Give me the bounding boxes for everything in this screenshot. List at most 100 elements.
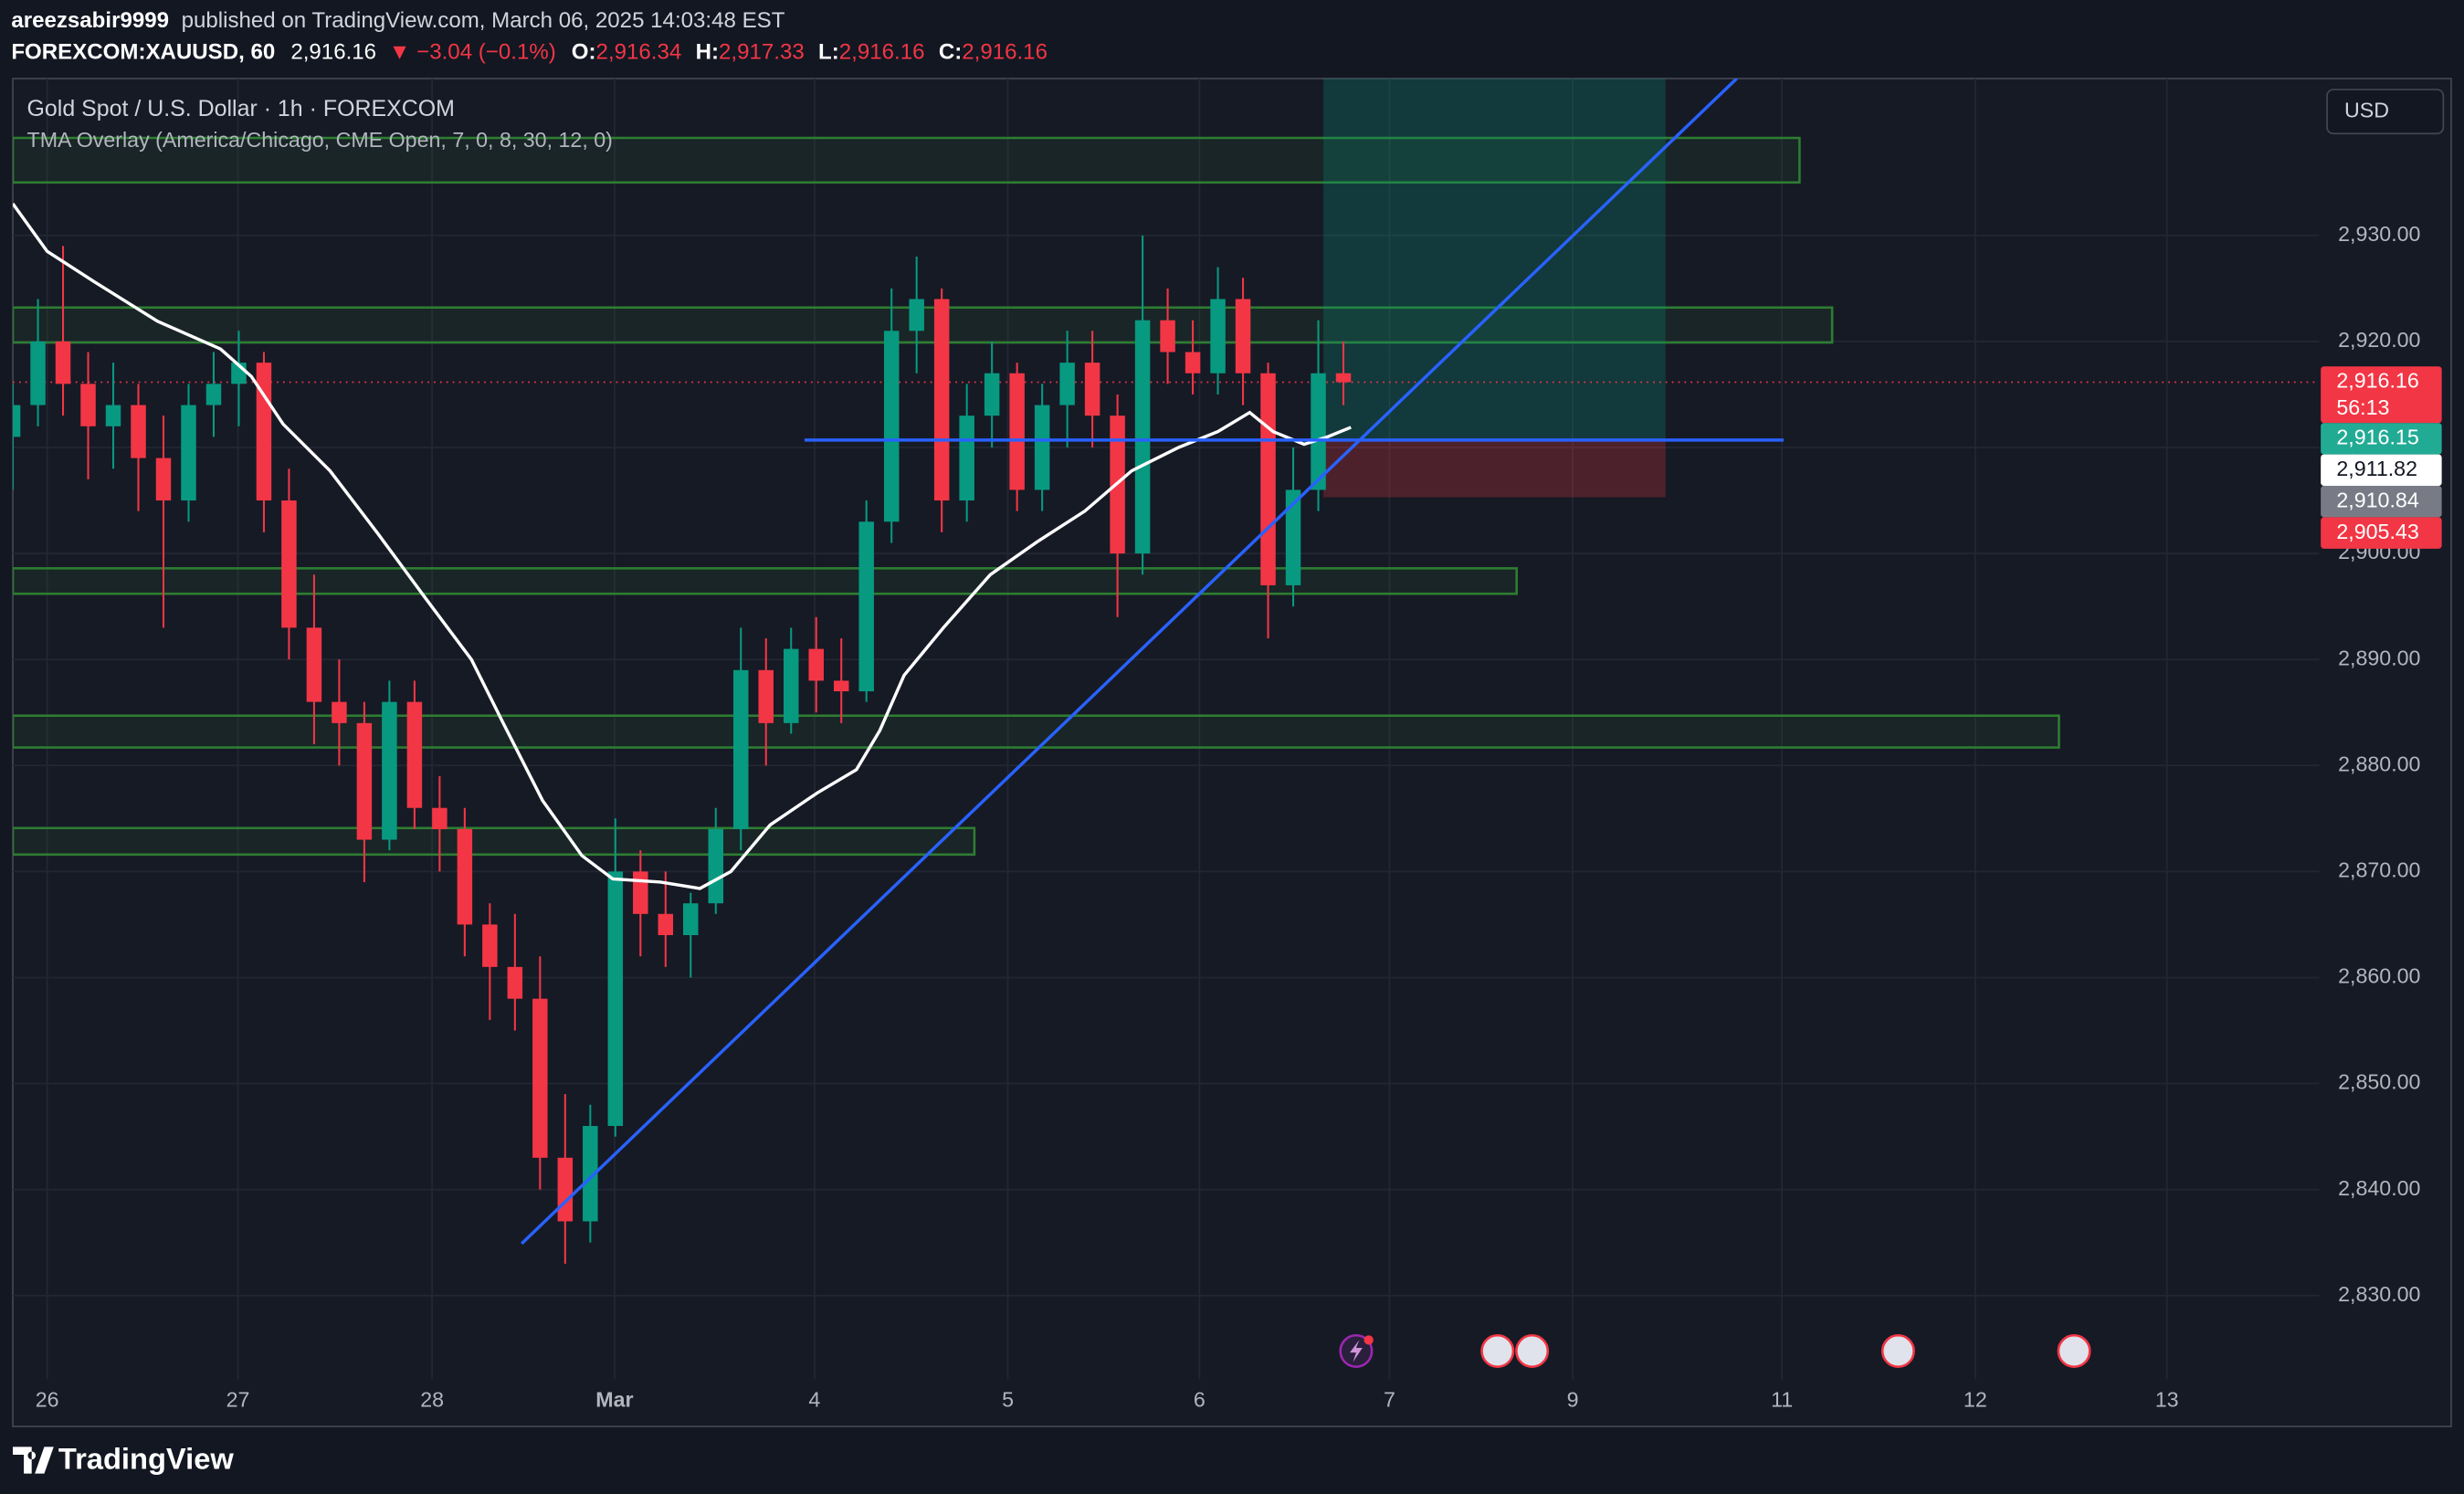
candle-body [55,341,71,384]
countdown: 56:13 [2336,395,2389,419]
candle-body [1009,373,1025,490]
candle-body [382,701,397,840]
axes: 2,830.00 2,840.00 2,850.00 2,860.00 2,870.00… [36,222,2442,1412]
candle-body [332,701,347,723]
x-tick-label: Mar [595,1388,633,1412]
candle-body [105,405,121,426]
tma-line [13,202,1352,890]
candle-body [733,669,749,829]
event-dot [1364,1335,1374,1345]
event-icon[interactable] [1515,1333,1550,1368]
candle-body [256,363,272,501]
y-tick-label: 2,870.00 [2338,857,2420,881]
publish-line: areezsabir9999 published on TradingView.… [11,8,784,33]
event-icon[interactable] [2057,1333,2091,1368]
price-label: 2,916.16 [2336,369,2418,393]
candle-body [1034,405,1050,490]
candle-body [1285,489,1301,585]
ohlc-key: H: [696,40,719,65]
ohlc-key: O: [572,40,596,65]
candle-body [984,373,1000,416]
y-tick-label: 2,880.00 [2338,752,2420,775]
candle-body [1235,299,1251,374]
candle-body [758,669,774,723]
x-tick-label: 7 [1384,1388,1395,1412]
candle-body [833,680,849,692]
chart-frame [12,78,2452,1427]
y-tick-label: 2,850.00 [2338,1070,2420,1094]
price-label-box [2321,454,2442,487]
candle-body [1134,320,1151,554]
ohlc-value: 2,916.34 [596,40,682,65]
lightning [1350,1340,1363,1362]
ohlc-value: 2,916.16 [839,40,925,65]
candle-body [1335,373,1352,383]
zone [13,136,1801,184]
y-tick-label: 2,890.00 [2338,646,2420,669]
candle-body [482,924,498,967]
candle-body [1059,363,1075,405]
candle-body [858,521,874,692]
brand-logo [13,1447,54,1474]
y-tick-label: 2,840.00 [2338,1176,2420,1200]
event-icon[interactable] [1880,1333,1915,1368]
profit-zone [1323,79,1666,440]
candle-body [432,807,448,829]
candle-body [658,913,674,936]
event-icons [1339,1333,2091,1368]
candle-body [30,341,46,405]
candle-body [607,871,624,1126]
candle-body [281,500,297,628]
published: published on TradingView.com, March 06, … [182,8,785,33]
candle-body [1160,320,1175,352]
x-tick-label: 12 [1964,1388,1987,1412]
candle-body [306,627,322,702]
candle-body [883,331,900,522]
x-tick-label: 26 [36,1388,59,1412]
price-label-box [2321,517,2442,549]
indicator-legend: TMA Overlay (America/Chicago, CME Open, … [27,128,613,152]
change: ▼ −3.04 (−0.1%) [389,40,556,65]
candle-body [181,405,196,501]
author: areezsabir9999 [11,8,169,33]
x-tick-label: 13 [2155,1388,2179,1412]
trendline [520,79,1738,1246]
ohlc-key: C: [939,40,962,65]
price-label: 2,916.15 [2336,426,2418,449]
y-tick-label: 2,830.00 [2338,1282,2420,1306]
chart-title: Gold Spot / U.S. Dollar · 1h · FOREXCOM [27,96,455,121]
candle-body [1084,363,1100,416]
currency-button[interactable] [2326,89,2445,135]
candle-body [1311,373,1326,490]
candle-body [1210,299,1226,374]
plot-area [13,79,2320,1264]
symbol: FOREXCOM:XAUUSD, 60 [11,40,275,65]
event-icon[interactable] [1480,1333,1515,1368]
currency-label[interactable]: USD [2344,98,2389,121]
candle-body [356,722,373,840]
ohlc-value: 2,917.33 [719,40,805,65]
x-tick-label: 9 [1567,1388,1579,1412]
zone [13,826,976,857]
candle-body [783,648,799,723]
y-tick-label: 2,920.00 [2338,328,2420,352]
candle-body [532,998,548,1158]
loss-zone [1323,439,1666,498]
candle-body [1260,373,1276,585]
zone [13,714,2060,749]
candle-body [708,828,724,904]
symbol-line: FOREXCOM:XAUUSD, 60 2,916.16 ▼ −3.04 (−0… [11,40,1048,65]
candle-body [583,1125,598,1222]
candle-body [457,828,473,925]
ohlc-value: 2,916.16 [962,40,1048,65]
candle-body [909,299,924,331]
price-label: 2,911.82 [2336,457,2417,480]
candle-body [557,1157,574,1222]
candle-body [131,405,146,458]
x-tick-label: 11 [1771,1388,1793,1412]
candle-body [808,648,824,681]
x-tick-label: 27 [226,1388,250,1412]
ohlc-key: L: [818,40,839,65]
candle-body [507,966,523,999]
x-tick-label: 6 [1194,1388,1206,1412]
